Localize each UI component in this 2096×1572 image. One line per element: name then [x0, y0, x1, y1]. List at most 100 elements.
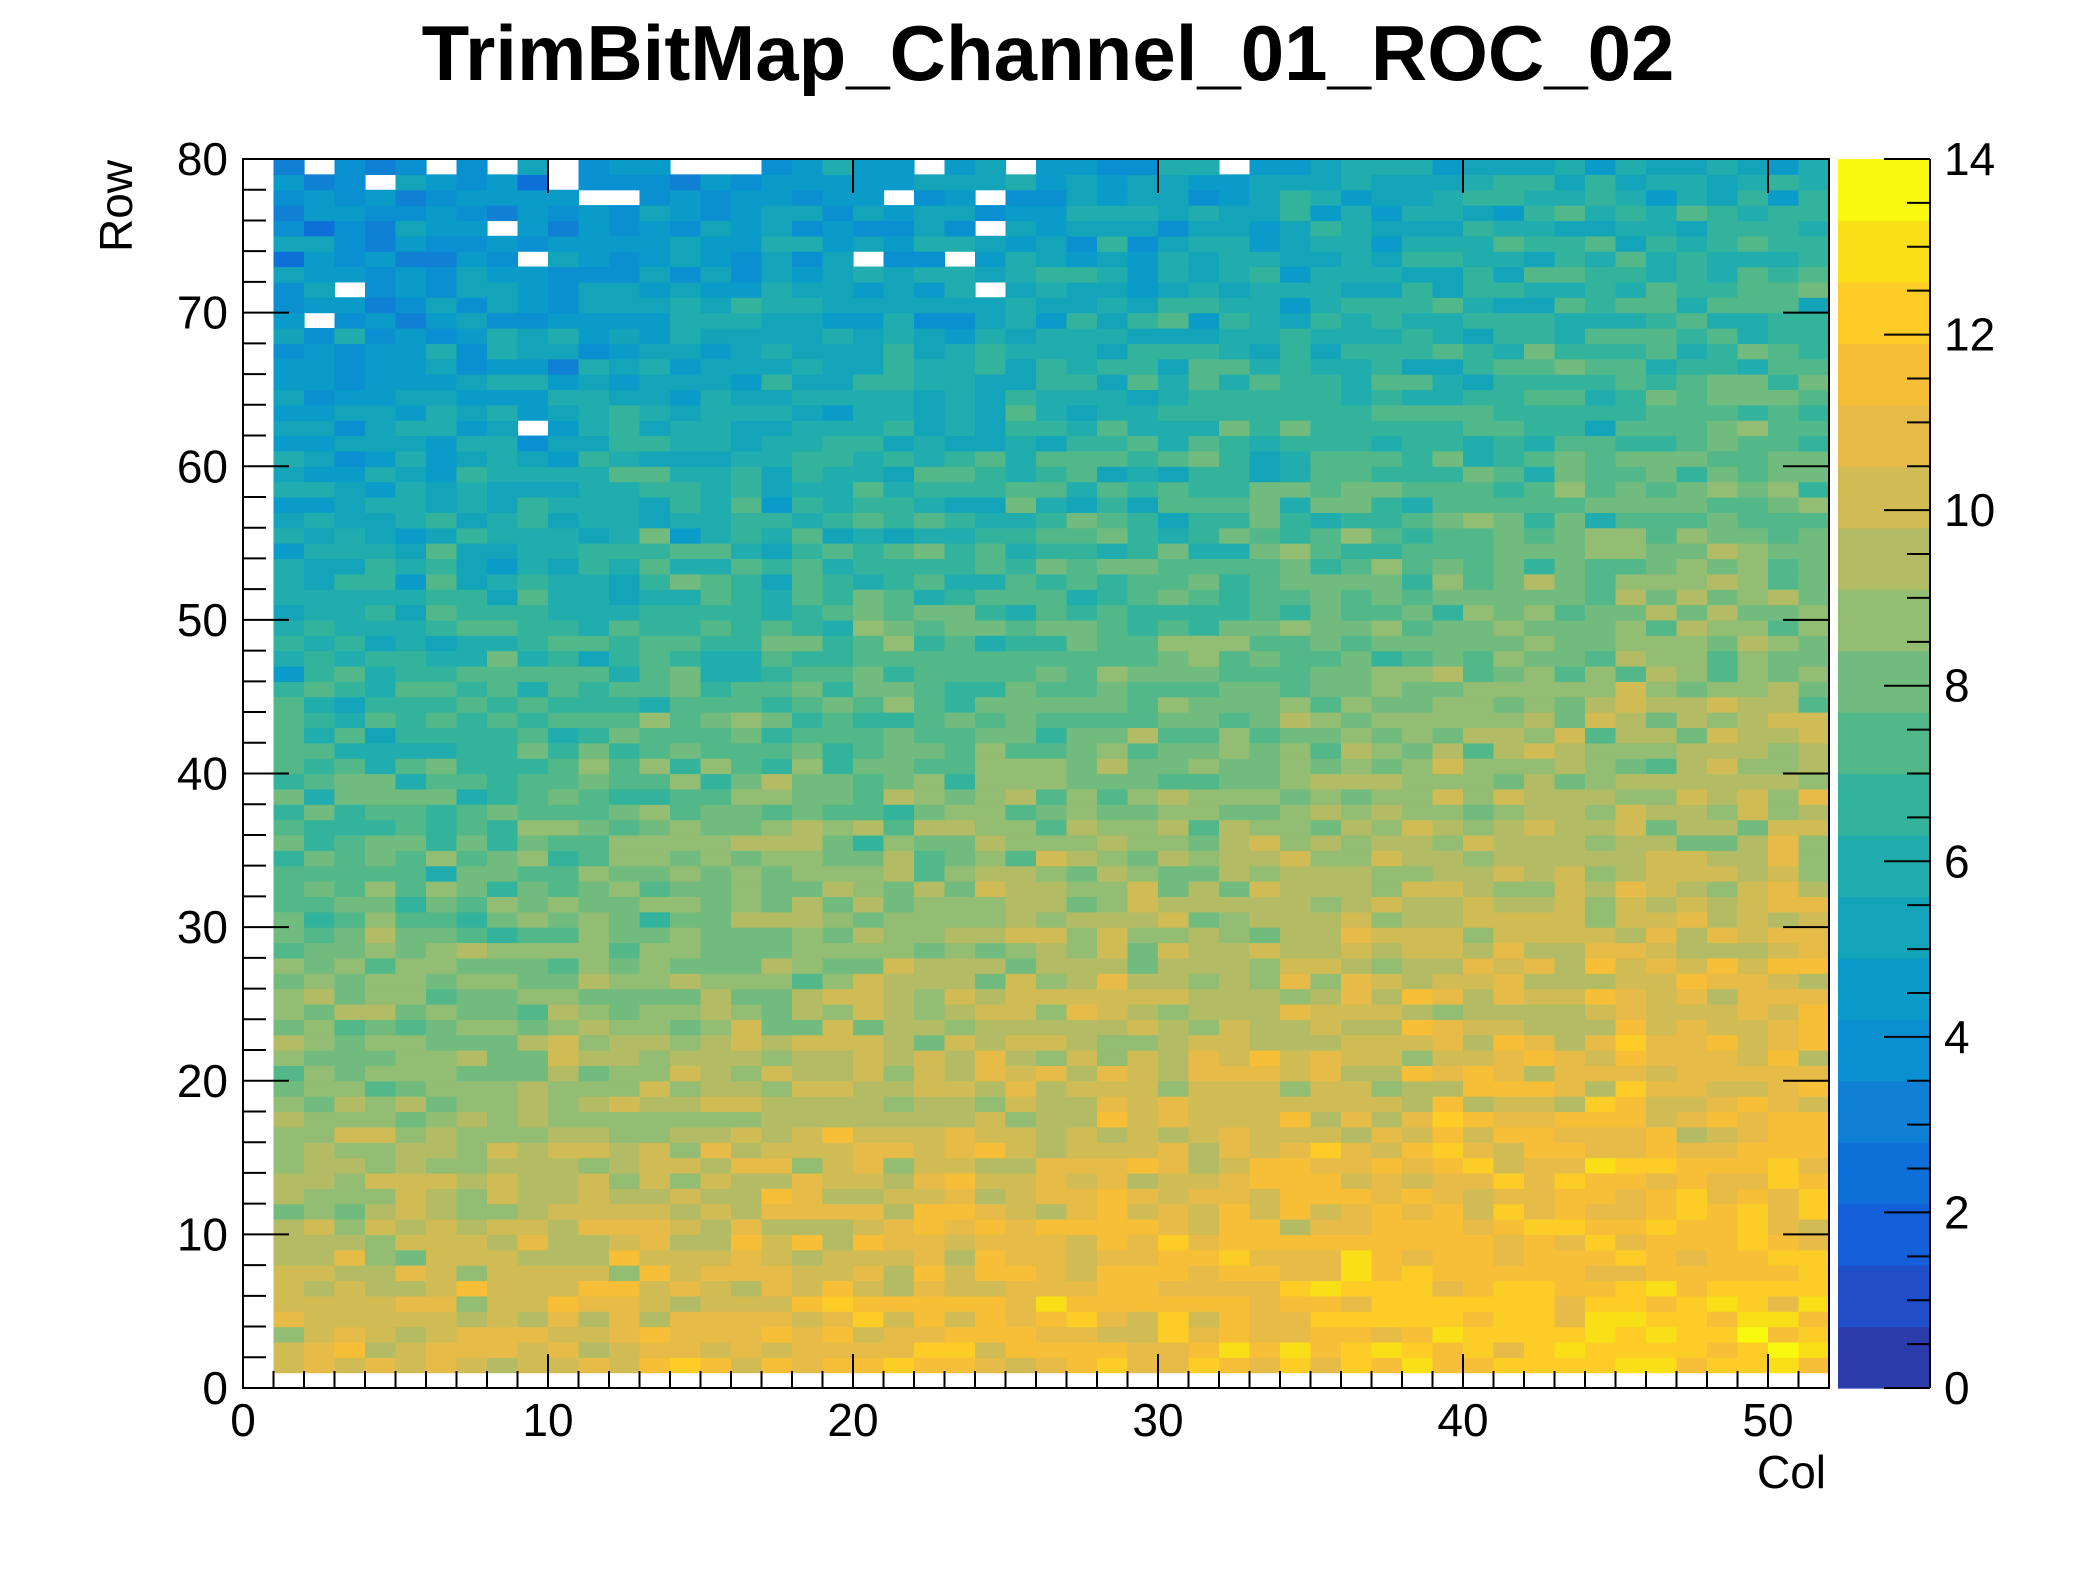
heatmap-cell: [487, 450, 519, 467]
heatmap-cell: [1676, 911, 1708, 928]
heatmap-cell: [639, 742, 671, 759]
heatmap-cell: [670, 1341, 702, 1358]
heatmap-cell: [609, 1219, 641, 1235]
heatmap-cell: [1585, 358, 1617, 375]
heatmap-cell: [1158, 712, 1190, 729]
heatmap-cell: [639, 957, 671, 974]
heatmap-cell: [1371, 865, 1403, 882]
heatmap-cell: [1066, 1188, 1098, 1205]
heatmap-cell: [731, 850, 763, 867]
heatmap-cell: [1219, 1003, 1251, 1020]
heatmap-cell: [1707, 681, 1739, 698]
heatmap-cell: [883, 911, 915, 928]
heatmap-cell: [1371, 573, 1403, 590]
heatmap-cell: [670, 665, 702, 682]
heatmap-cell: [1646, 327, 1678, 344]
heatmap-cell: [365, 1341, 397, 1358]
heatmap-cell: [1646, 1080, 1678, 1097]
heatmap-cell: [1066, 927, 1098, 944]
heatmap-cell: [1524, 1280, 1556, 1297]
heatmap-cell: [273, 220, 305, 237]
heatmap-cell: [456, 1065, 488, 1082]
heatmap-cell: [1066, 1203, 1098, 1220]
heatmap-cell: [1310, 1280, 1342, 1297]
heatmap-cell: [639, 865, 671, 882]
heatmap-cell: [334, 450, 366, 467]
heatmap-cell: [426, 773, 458, 790]
heatmap-cell: [944, 1341, 976, 1358]
heatmap-cell: [1341, 896, 1373, 913]
heatmap-cell: [914, 389, 946, 406]
heatmap-cell: [1707, 604, 1739, 621]
heatmap-cell: [944, 834, 976, 851]
heatmap-cell: [1249, 773, 1281, 790]
heatmap-cell: [1493, 1080, 1525, 1097]
heatmap-cell: [1737, 727, 1769, 744]
heatmap-cell: [426, 1280, 458, 1297]
heatmap-cell: [883, 389, 915, 406]
heatmap-cell: [792, 573, 824, 590]
heatmap-cell: [1371, 1280, 1403, 1297]
heatmap-cell: [1097, 635, 1129, 652]
heatmap-cell: [304, 665, 336, 682]
heatmap-cell: [1768, 1019, 1800, 1036]
heatmap-cell: [1554, 1249, 1586, 1266]
heatmap-cell: [487, 1065, 519, 1082]
heatmap-cell: [731, 1126, 763, 1143]
heatmap-cell: [1127, 450, 1159, 467]
heatmap-cell: [1798, 1034, 1830, 1051]
heatmap-cell: [1005, 1003, 1037, 1020]
heatmap-cell: [792, 712, 824, 729]
heatmap-cell: [456, 1019, 488, 1036]
heatmap-cell: [1463, 758, 1495, 775]
heatmap-cell: [731, 942, 763, 959]
heatmap-cell: [883, 1357, 915, 1374]
heatmap-cell: [395, 712, 427, 729]
heatmap-cell: [365, 988, 397, 1005]
heatmap-cell: [1646, 1295, 1678, 1312]
heatmap-cell: [1646, 604, 1678, 621]
heatmap-cell: [1371, 281, 1403, 298]
heatmap-cell: [792, 1311, 824, 1328]
heatmap-cell: [1310, 266, 1342, 283]
heatmap-cell: [731, 543, 763, 560]
heatmap-cell: [578, 1065, 610, 1082]
heatmap-cell: [914, 788, 946, 805]
heatmap-cell: [426, 1034, 458, 1051]
heatmap-cell: [1066, 850, 1098, 867]
heatmap-cell: [1676, 343, 1708, 360]
heatmap-cell: [1402, 1142, 1434, 1159]
heatmap-cell: [1219, 681, 1251, 698]
heatmap-cell: [639, 804, 671, 821]
heatmap-cell: [975, 650, 1007, 667]
heatmap-cell: [1646, 1050, 1678, 1066]
heatmap-cell: [456, 834, 488, 851]
heatmap-cell: [1707, 220, 1739, 237]
heatmap-cell: [1768, 727, 1800, 744]
heatmap-cell: [1524, 712, 1556, 729]
heatmap-cell: [1707, 297, 1739, 314]
heatmap-cell: [944, 558, 976, 575]
heatmap-cell: [1066, 1065, 1098, 1082]
heatmap-cell: [1219, 1249, 1251, 1266]
heatmap-cell: [1402, 1019, 1434, 1036]
heatmap-cell: [578, 1003, 610, 1020]
heatmap-cell: [944, 189, 976, 206]
heatmap-cell: [1493, 681, 1525, 698]
heatmap-cell: [273, 327, 305, 344]
heatmap-cell: [670, 1357, 702, 1374]
heatmap-cell: [883, 988, 915, 1005]
heatmap-cell: [1646, 957, 1678, 974]
heatmap-cell: [1768, 881, 1800, 897]
heatmap-cell: [304, 727, 336, 744]
heatmap-cell: [1036, 696, 1068, 713]
heatmap-cell: [1036, 1265, 1068, 1282]
heatmap-cell: [1158, 358, 1190, 375]
heatmap-cell: [1737, 773, 1769, 790]
heatmap-cell: [1280, 1203, 1312, 1220]
heatmap-cell: [1280, 1326, 1312, 1343]
heatmap-cell: [1646, 235, 1678, 252]
heatmap-cell: [1737, 681, 1769, 698]
heatmap-cell: [1554, 266, 1586, 283]
heatmap-cell: [1554, 558, 1586, 575]
